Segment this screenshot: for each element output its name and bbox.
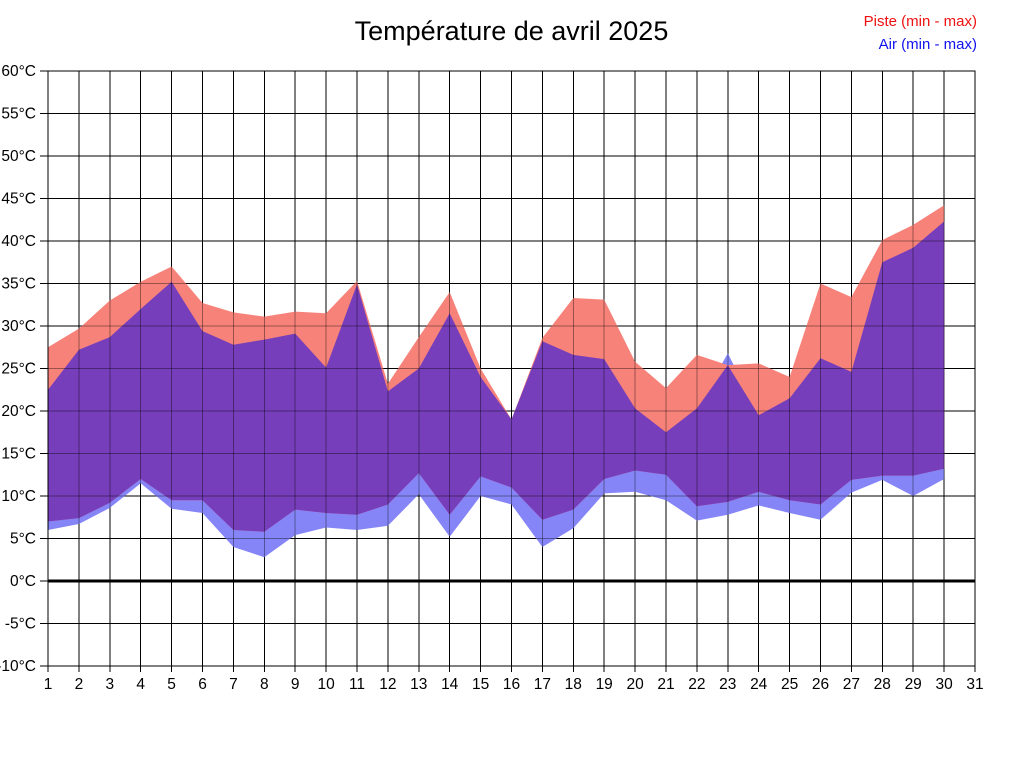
svg-text:1: 1 [44, 676, 53, 693]
svg-text:27: 27 [843, 676, 860, 693]
svg-text:6: 6 [198, 676, 207, 693]
legend-air-label: Air (min - max) [878, 36, 977, 53]
y-axis-labels: 60°C 55°C 50°C 45°C 40°C 35°C 30°C 25°C 20°C 15°C… [0, 63, 36, 675]
svg-text:17: 17 [534, 676, 551, 693]
svg-text:18: 18 [565, 676, 582, 693]
svg-text:23: 23 [719, 676, 736, 693]
svg-text:29: 29 [905, 676, 922, 693]
svg-text:21: 21 [657, 676, 674, 693]
svg-text:55°C: 55°C [1, 106, 36, 123]
svg-text:0°C: 0°C [10, 573, 36, 590]
svg-text:4: 4 [136, 676, 145, 693]
svg-text:40°C: 40°C [1, 233, 36, 250]
x-axis-labels: 1 2 3 4 5 6 7 8 9 10 11 12 13 14 15 16 17 18 19 20 21 22 23 24 2… [44, 676, 984, 693]
svg-text:3: 3 [105, 676, 114, 693]
chart-title: Température de avril 2025 [354, 16, 669, 46]
svg-text:14: 14 [441, 676, 459, 693]
svg-text:7: 7 [229, 676, 238, 693]
overlap-band [48, 221, 945, 532]
svg-text:25°C: 25°C [1, 361, 36, 378]
svg-text:22: 22 [688, 676, 705, 693]
legend-piste-label: Piste (min - max) [863, 13, 977, 30]
axis-ticks [40, 70, 976, 672]
svg-text:20: 20 [626, 676, 644, 693]
svg-text:10: 10 [317, 676, 335, 693]
svg-text:26: 26 [812, 676, 829, 693]
svg-text:35°C: 35°C [1, 276, 36, 293]
svg-text:10°C: 10°C [1, 488, 36, 505]
svg-text:15°C: 15°C [1, 446, 36, 463]
svg-text:11: 11 [349, 676, 365, 693]
svg-text:9: 9 [291, 676, 300, 693]
svg-text:-5°C: -5°C [5, 616, 36, 633]
svg-text:8: 8 [260, 676, 269, 693]
svg-text:60°C: 60°C [1, 63, 36, 80]
svg-text:31: 31 [966, 676, 983, 693]
svg-text:2: 2 [75, 676, 84, 693]
svg-text:25: 25 [781, 676, 798, 693]
chart-legend: Piste (min - max) Air (min - max) [864, 10, 977, 56]
svg-text:12: 12 [379, 676, 396, 693]
svg-text:28: 28 [874, 676, 891, 693]
svg-text:16: 16 [503, 676, 520, 693]
svg-text:-10°C: -10°C [0, 658, 36, 675]
svg-text:50°C: 50°C [1, 148, 36, 165]
svg-text:13: 13 [410, 676, 427, 693]
svg-text:30°C: 30°C [1, 318, 36, 335]
svg-text:5: 5 [167, 676, 176, 693]
svg-text:45°C: 45°C [1, 191, 36, 208]
svg-text:15: 15 [472, 676, 489, 693]
svg-text:24: 24 [750, 676, 768, 693]
svg-text:30: 30 [935, 676, 953, 693]
svg-text:20°C: 20°C [1, 403, 36, 420]
svg-text:5°C: 5°C [10, 531, 36, 548]
svg-text:19: 19 [596, 676, 613, 693]
